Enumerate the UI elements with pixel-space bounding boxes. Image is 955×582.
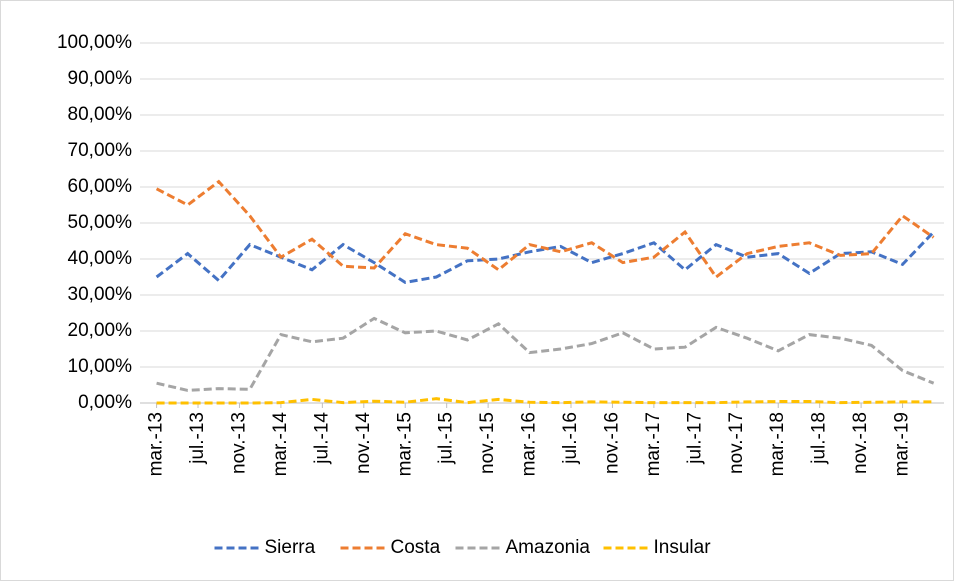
x-tick-label: nov.-14 bbox=[353, 412, 374, 474]
series-line bbox=[156, 397, 934, 405]
x-tick-label: mar.-14 bbox=[270, 412, 291, 477]
x-tick-label: nov.-17 bbox=[726, 412, 747, 474]
x-tick-label: jul.-15 bbox=[436, 412, 457, 465]
x-tick-label: jul.-18 bbox=[809, 412, 830, 465]
x-tick-label: jul.-16 bbox=[560, 412, 581, 465]
y-tick-label: 40,00% bbox=[68, 248, 133, 269]
x-tick-label: mar.-16 bbox=[519, 412, 540, 476]
y-tick-label: 90,00% bbox=[68, 68, 133, 89]
x-tick-label: nov.-15 bbox=[477, 412, 498, 474]
x-tick-label: mar.-18 bbox=[767, 412, 788, 476]
series-line bbox=[155, 230, 935, 284]
x-tick-label: mar.-13 bbox=[146, 412, 167, 476]
series-line bbox=[155, 179, 935, 280]
y-tick-label: 10,00% bbox=[68, 356, 133, 377]
y-tick-label: 100,00% bbox=[57, 32, 132, 53]
x-tick-label: nov.-18 bbox=[850, 412, 871, 474]
x-tick-label: jul.-17 bbox=[684, 412, 705, 465]
y-tick-label: 30,00% bbox=[68, 284, 133, 305]
x-tick-label: mar.-19 bbox=[892, 412, 913, 476]
legend-label: Amazonia bbox=[506, 537, 591, 558]
x-tick-label: mar.-17 bbox=[643, 412, 664, 476]
legend-label: Insular bbox=[654, 537, 712, 558]
x-tick-label: mar.-15 bbox=[394, 412, 415, 476]
y-tick-label: 20,00% bbox=[68, 320, 133, 341]
y-tick-label: 80,00% bbox=[68, 104, 133, 125]
y-tick-label: 0,00% bbox=[78, 392, 132, 413]
y-tick-label: 70,00% bbox=[68, 140, 133, 161]
series-line bbox=[156, 316, 935, 392]
y-tick-label: 50,00% bbox=[68, 212, 133, 233]
y-tick-label: 60,00% bbox=[68, 176, 133, 197]
legend-label: Sierra bbox=[265, 537, 316, 558]
x-tick-label: jul.-14 bbox=[311, 412, 332, 465]
x-tick-label: nov.-13 bbox=[228, 412, 249, 474]
x-tick-label: jul.-13 bbox=[187, 412, 208, 465]
legend-label: Costa bbox=[391, 537, 441, 558]
x-tick-label: nov.-16 bbox=[601, 412, 622, 474]
